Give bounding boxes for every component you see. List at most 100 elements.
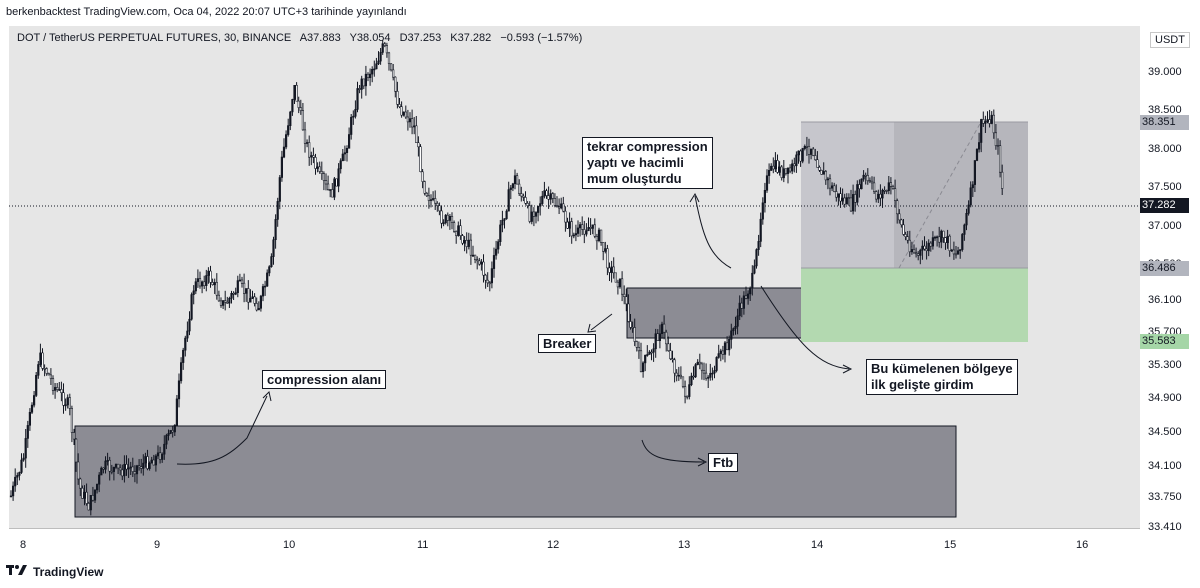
candle-body bbox=[293, 84, 296, 100]
candle-body bbox=[60, 389, 63, 393]
candle-body bbox=[751, 272, 754, 289]
footer-brand[interactable]: TradingView bbox=[33, 564, 104, 579]
candle-body bbox=[473, 254, 477, 261]
chart-canvas[interactable] bbox=[9, 26, 1140, 528]
time-axis[interactable]: 8 9 10 11 12 13 14 15 16 bbox=[9, 528, 1140, 555]
candle-body bbox=[893, 188, 897, 201]
candle-body bbox=[240, 279, 244, 284]
candle-body bbox=[222, 300, 225, 306]
candle-body bbox=[623, 293, 626, 298]
candle-body bbox=[280, 156, 284, 178]
candle-body bbox=[543, 190, 546, 197]
candle-body bbox=[742, 295, 745, 309]
candle-body bbox=[793, 163, 796, 167]
candle-body bbox=[49, 374, 52, 379]
candle-body bbox=[329, 189, 332, 191]
candle-body bbox=[938, 236, 941, 243]
price-tick: 33.410 bbox=[1148, 521, 1182, 533]
price-tick: 34.500 bbox=[1148, 426, 1182, 438]
candle-body bbox=[343, 152, 347, 155]
candle-body bbox=[264, 285, 267, 288]
candle-body bbox=[761, 202, 764, 220]
annotation-kumelenen[interactable]: Bu kümelenen bölgeye ilk gelişte girdim bbox=[866, 359, 1018, 395]
candle-body bbox=[969, 187, 972, 206]
candle-body bbox=[686, 395, 689, 398]
candle-body bbox=[322, 173, 326, 181]
arrow-compression bbox=[176, 395, 268, 465]
candle-body bbox=[557, 206, 561, 209]
candle-body bbox=[507, 189, 510, 212]
candle-body bbox=[860, 178, 863, 190]
candle-body bbox=[478, 260, 481, 265]
candle-body bbox=[81, 487, 84, 499]
candle-body bbox=[715, 357, 718, 371]
candle-body bbox=[272, 239, 275, 257]
candle-body bbox=[243, 282, 246, 294]
candle-body bbox=[511, 183, 515, 189]
candle-body bbox=[902, 224, 905, 235]
candle-body bbox=[438, 205, 441, 212]
candle-body bbox=[236, 280, 239, 294]
candle-body bbox=[528, 205, 531, 222]
candle-body bbox=[912, 249, 916, 254]
candle-body bbox=[203, 281, 206, 287]
candle-body bbox=[587, 227, 590, 232]
candle-body bbox=[612, 266, 615, 274]
candle-body bbox=[26, 425, 29, 439]
candle-body bbox=[977, 142, 981, 150]
candle-body bbox=[732, 328, 735, 332]
time-tick: 16 bbox=[1076, 539, 1089, 551]
candle-body bbox=[196, 278, 200, 282]
candle-body bbox=[368, 73, 372, 78]
candle-body bbox=[347, 134, 351, 149]
price-tick: 38.000 bbox=[1148, 143, 1182, 155]
candle-body bbox=[646, 354, 649, 356]
candle-body bbox=[627, 303, 630, 322]
time-tick: 8 bbox=[20, 539, 27, 551]
candle-body bbox=[102, 467, 105, 470]
annotation-ftb[interactable]: Ftb bbox=[708, 453, 739, 472]
candle-body bbox=[660, 323, 664, 335]
candle-body bbox=[461, 235, 464, 244]
candle-body bbox=[530, 211, 533, 222]
chart-area[interactable]: DOT / TetherUS PERPETUAL FUTURES, 30, BI… bbox=[9, 26, 1140, 528]
annotation-breaker[interactable]: Breaker bbox=[538, 334, 597, 353]
candle-body bbox=[963, 224, 966, 235]
candle-body bbox=[996, 145, 1000, 147]
price-tick: 38.500 bbox=[1148, 104, 1182, 116]
currency-button[interactable]: USDT bbox=[1150, 32, 1190, 48]
tradingview-logo-icon[interactable] bbox=[6, 564, 28, 579]
candle-body bbox=[123, 463, 126, 477]
candle-body bbox=[291, 99, 294, 113]
symbol-name[interactable]: DOT / TetherUS PERPETUAL FUTURES, 30, BI… bbox=[17, 32, 292, 44]
candle-body bbox=[450, 216, 454, 223]
candle-body bbox=[167, 433, 170, 436]
candle-body bbox=[429, 199, 433, 201]
annotation-tekrar-compression[interactable]: tekrar compression yaptı ve hacimli mum … bbox=[582, 137, 713, 189]
candle-body bbox=[597, 229, 601, 241]
ohlc-open: A37.883 bbox=[299, 32, 341, 44]
annotation-compression-alani[interactable]: compression alanı bbox=[262, 370, 387, 389]
price-axis[interactable]: USDT 39.000 38.500 38.000 37.500 37.000 … bbox=[1140, 26, 1200, 554]
candle-body bbox=[413, 125, 416, 128]
candle-body bbox=[679, 374, 682, 378]
candle-body bbox=[778, 166, 781, 173]
time-tick: 12 bbox=[547, 539, 560, 551]
candle-body bbox=[431, 198, 435, 200]
candle-body bbox=[662, 323, 666, 333]
candle-body bbox=[486, 279, 489, 284]
candle-body bbox=[633, 327, 636, 342]
candle-body bbox=[910, 249, 913, 253]
candle-body bbox=[358, 88, 361, 90]
annotation-text: Ftb bbox=[713, 455, 734, 470]
candle-body bbox=[980, 119, 983, 143]
candle-body bbox=[971, 184, 974, 189]
candle-body bbox=[518, 183, 521, 194]
candle-body bbox=[864, 174, 867, 177]
candle-body bbox=[513, 175, 517, 185]
candle-body bbox=[805, 146, 808, 148]
candle-body bbox=[788, 167, 792, 172]
candle-body bbox=[268, 266, 271, 274]
candle-body bbox=[173, 424, 176, 433]
candle-body bbox=[501, 219, 504, 226]
